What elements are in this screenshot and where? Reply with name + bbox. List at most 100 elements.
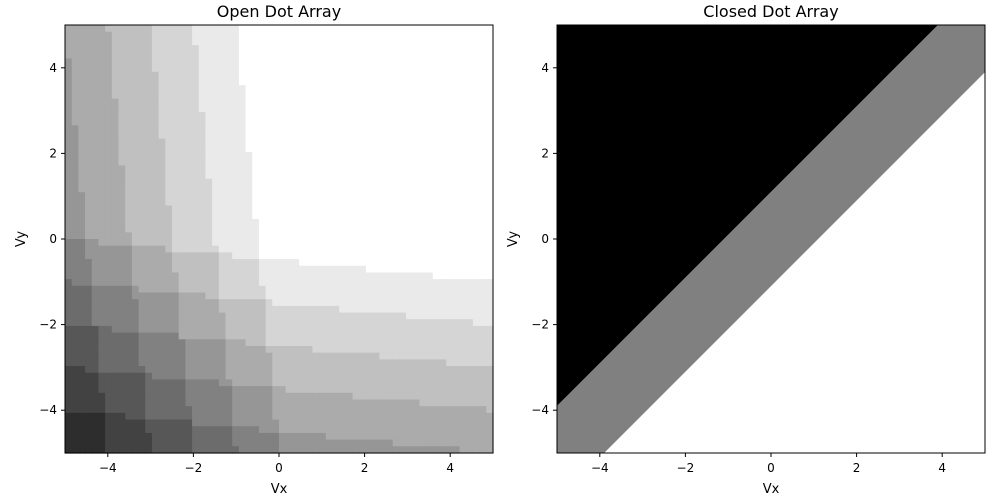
heatmap-cell <box>479 65 487 73</box>
heatmap-cell <box>225 426 233 434</box>
heatmap-cell <box>379 359 387 367</box>
heatmap-cell <box>145 172 153 180</box>
heatmap-cell <box>198 312 207 320</box>
heatmap-cell <box>111 265 120 274</box>
heatmap-cell <box>452 172 461 180</box>
heatmap-cell <box>399 299 407 307</box>
heatmap-cell <box>426 346 434 354</box>
heatmap-cell <box>85 372 93 381</box>
heatmap-cell <box>392 152 400 160</box>
heatmap-cell <box>178 78 186 86</box>
heatmap-cell <box>245 111 253 120</box>
heatmap-cell <box>479 218 487 227</box>
heatmap-cell <box>238 31 247 39</box>
heatmap-cell <box>165 25 173 33</box>
heatmap-cell <box>452 178 461 187</box>
heatmap-cell <box>192 352 200 360</box>
heatmap-cell <box>252 132 260 140</box>
heatmap-cell <box>312 446 320 454</box>
heatmap-cell <box>192 78 200 86</box>
heatmap-cell <box>91 232 100 240</box>
heatmap-cell <box>472 91 481 100</box>
heatmap-cell <box>325 419 334 427</box>
heatmap-cell <box>426 392 434 401</box>
heatmap-cell <box>91 432 100 441</box>
heatmap-cell <box>65 178 73 187</box>
heatmap-cell <box>352 31 360 39</box>
heatmap-cell <box>71 212 79 220</box>
heatmap-cell <box>285 366 293 374</box>
heatmap-cell <box>238 98 247 106</box>
heatmap-cell <box>232 412 240 421</box>
heatmap-cell <box>292 225 300 233</box>
heatmap-cell <box>412 145 421 153</box>
heatmap-cell <box>299 105 307 113</box>
heatmap-cell <box>125 98 133 106</box>
heatmap-cell <box>432 225 441 233</box>
heatmap-cell <box>486 98 494 106</box>
heatmap-cell <box>218 145 227 153</box>
heatmap-cell <box>285 232 293 240</box>
heatmap-cell <box>192 178 200 187</box>
heatmap-cell <box>85 178 93 187</box>
heatmap-cell <box>252 439 260 447</box>
heatmap-cell <box>406 111 414 120</box>
heatmap-cell <box>192 325 200 334</box>
heatmap-cell <box>138 172 146 180</box>
heatmap-cell <box>399 118 407 126</box>
heatmap-cell <box>399 352 407 360</box>
heatmap-cell <box>406 426 414 434</box>
heatmap-cell <box>158 386 166 394</box>
heatmap-cell <box>279 372 287 381</box>
heatmap-cell <box>472 218 481 227</box>
heatmap-cell <box>365 432 374 441</box>
heatmap-cell <box>212 339 220 347</box>
heatmap-cell <box>426 232 434 240</box>
heatmap-cell <box>151 399 160 407</box>
heatmap-cell <box>145 386 153 394</box>
heatmap-cell <box>412 98 421 106</box>
heatmap-cell <box>198 399 207 407</box>
heatmap-cell <box>192 412 200 421</box>
heatmap-cell <box>258 198 267 207</box>
heatmap-cell <box>432 205 441 213</box>
heatmap-cell <box>118 432 126 441</box>
heatmap-cell <box>185 58 193 66</box>
heatmap-cell <box>305 292 314 300</box>
heatmap-cell <box>459 125 467 133</box>
heatmap-cell <box>452 439 461 447</box>
heatmap-cell <box>245 232 253 240</box>
heatmap-cell <box>339 145 347 153</box>
heatmap-cell <box>151 305 160 314</box>
heatmap-cell <box>446 359 454 367</box>
heatmap-cell <box>151 332 160 340</box>
heatmap-cell <box>78 419 86 427</box>
heatmap-cell <box>172 332 180 340</box>
heatmap-cell <box>399 386 407 394</box>
heatmap-cell <box>332 379 340 387</box>
heatmap-cell <box>105 325 113 334</box>
heatmap-cell <box>218 125 227 133</box>
heatmap-cell <box>151 25 160 33</box>
heatmap-cell <box>372 339 380 347</box>
heatmap-cell <box>78 372 86 381</box>
heatmap-cell <box>432 192 441 200</box>
heatmap-cell <box>145 78 153 86</box>
heatmap-cell <box>359 45 367 53</box>
heatmap-cell <box>312 279 320 287</box>
heatmap-cell <box>292 239 300 247</box>
heatmap-cell <box>238 352 247 360</box>
heatmap-cell <box>379 352 387 360</box>
heatmap-cell <box>138 65 146 73</box>
heatmap-cell <box>238 412 247 421</box>
heatmap-cell <box>479 111 487 120</box>
heatmap-cell <box>372 279 380 287</box>
heatmap-cell <box>479 325 487 334</box>
heatmap-cell <box>352 372 360 381</box>
heatmap-cell <box>479 172 487 180</box>
heatmap-cell <box>98 432 106 441</box>
heatmap-cell <box>332 98 340 106</box>
heatmap-cell <box>178 91 186 100</box>
heatmap-cell <box>365 426 374 434</box>
heatmap-cell <box>439 265 447 274</box>
